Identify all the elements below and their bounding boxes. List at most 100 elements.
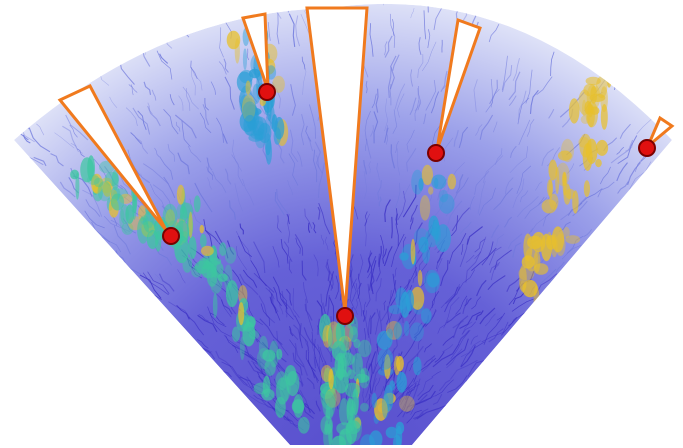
- streamline: [401, 383, 421, 411]
- streamline: [477, 180, 486, 215]
- streamline: [36, 123, 45, 136]
- plume-blob: [565, 235, 581, 244]
- streamline: [239, 376, 264, 400]
- streamline: [413, 408, 429, 420]
- streamline: [438, 379, 451, 392]
- streamline: [567, 280, 586, 292]
- streamline: [406, 148, 417, 172]
- streamline: [572, 24, 592, 48]
- streamline: [288, 13, 296, 47]
- streamline: [423, 10, 427, 40]
- streamline: [224, 168, 232, 185]
- streamline: [440, 260, 449, 287]
- streamline: [460, 340, 482, 358]
- streamline: [130, 132, 142, 145]
- streamline: [70, 62, 84, 86]
- streamline: [28, 169, 38, 177]
- streamline: [382, 248, 387, 264]
- streamline: [37, 176, 52, 197]
- streamline: [440, 70, 448, 92]
- streamline: [380, 290, 392, 322]
- streamline: [241, 351, 264, 375]
- plume-blob: [428, 186, 434, 195]
- streamline: [394, 182, 401, 209]
- wedge-far-left: [57, 84, 168, 231]
- streamline: [304, 303, 313, 321]
- streamline: [277, 215, 282, 233]
- streamline: [92, 268, 119, 290]
- plume-blob: [324, 388, 341, 408]
- streamline: [375, 278, 382, 302]
- streamline: [324, 236, 329, 251]
- streamline: [379, 310, 383, 331]
- streamline: [432, 343, 460, 368]
- plume-blob: [389, 380, 395, 391]
- streamline: [82, 189, 103, 217]
- plume-blob: [352, 353, 363, 376]
- streamline: [417, 85, 422, 111]
- plume-blob: [572, 190, 579, 214]
- streamline: [317, 206, 321, 220]
- streamline: [154, 273, 162, 282]
- plume-blob: [262, 349, 276, 362]
- streamline: [265, 287, 279, 313]
- streamline: [223, 334, 240, 348]
- plume-blob: [224, 246, 237, 264]
- streamline: [315, 400, 321, 412]
- streamline: [219, 27, 224, 58]
- streamline: [313, 338, 316, 369]
- streamline: [474, 238, 486, 253]
- streamline: [115, 250, 126, 264]
- plume-blob: [347, 369, 356, 380]
- plume-blob: [344, 347, 352, 365]
- streamline: [445, 202, 454, 217]
- plume-blob: [293, 394, 304, 418]
- streamline: [485, 78, 493, 113]
- streamline: [370, 312, 376, 335]
- streamline: [50, 153, 64, 167]
- plume-blob: [242, 101, 258, 124]
- streamline: [194, 182, 213, 213]
- streamline: [409, 97, 417, 116]
- plume-blob: [371, 392, 378, 409]
- wedge-center: [305, 6, 369, 313]
- plume-blob: [225, 280, 239, 308]
- streamline: [311, 370, 318, 383]
- streamline: [487, 275, 506, 291]
- streamline: [357, 254, 364, 280]
- plume-blob: [595, 159, 602, 168]
- marker-far-left: [162, 227, 180, 245]
- streamline: [377, 180, 382, 200]
- streamline: [662, 167, 672, 181]
- plume-blob: [238, 302, 245, 326]
- streamline: [423, 113, 427, 125]
- streamline: [168, 301, 191, 319]
- plume-blob: [205, 257, 222, 266]
- streamline: [474, 171, 490, 195]
- streamline: [431, 371, 441, 378]
- plume-blob: [199, 224, 204, 234]
- streamline: [489, 261, 501, 273]
- streamline: [148, 314, 163, 322]
- plume-blob: [399, 252, 409, 261]
- streamline: [158, 273, 175, 292]
- plume-blob: [385, 426, 398, 439]
- streamline: [651, 95, 668, 119]
- plume-blob: [261, 388, 275, 401]
- streamline: [391, 233, 405, 268]
- plume-blob: [374, 398, 388, 421]
- streamline: [314, 141, 323, 174]
- streamline: [364, 110, 371, 141]
- streamline: [389, 13, 396, 48]
- streamline: [65, 114, 89, 141]
- streamline: [367, 393, 371, 411]
- streamline: [146, 20, 163, 44]
- streamline: [455, 174, 464, 194]
- streamline: [250, 360, 261, 368]
- plume-blob: [272, 75, 285, 93]
- streamline: [280, 238, 289, 264]
- streamline: [259, 364, 271, 382]
- streamline: [392, 54, 400, 71]
- streamline: [465, 251, 481, 283]
- streamline: [494, 249, 512, 270]
